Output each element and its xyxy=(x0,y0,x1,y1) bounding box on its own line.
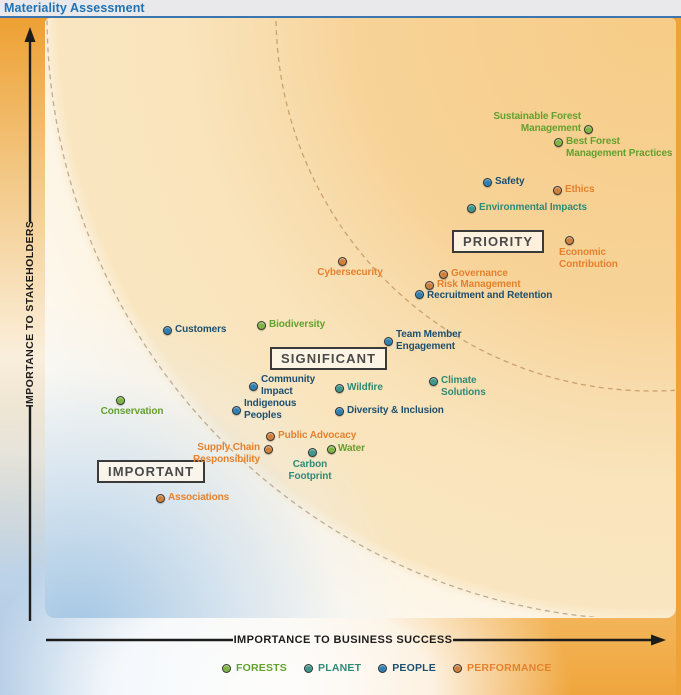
data-point-dot xyxy=(414,289,424,299)
legend-dot-icon xyxy=(378,663,388,673)
data-point-dot xyxy=(482,177,492,187)
data-point-dot xyxy=(248,381,258,391)
data-point-label: Carbon Footprint xyxy=(288,459,332,482)
data-point-dot xyxy=(564,235,574,245)
data-point-label: Diversity & Inclusion xyxy=(347,405,444,416)
y-axis-label: IMPORTANCE TO STAKEHOLDERS xyxy=(24,220,36,408)
data-point-dot xyxy=(424,280,434,290)
data-point-dot xyxy=(337,256,347,266)
legend-label: FORESTS xyxy=(236,662,287,674)
data-point-dot xyxy=(263,444,273,454)
data-point-label: Recruitment and Retention xyxy=(427,290,553,301)
data-point-dot xyxy=(428,376,438,386)
data-point-dot xyxy=(231,405,241,415)
outer-zone-dashed-arc xyxy=(46,19,601,617)
data-point-label: Associations xyxy=(168,492,230,503)
data-point-label: Safety xyxy=(495,176,525,187)
zone-label-important: IMPORTANT xyxy=(97,460,206,483)
data-point-label: Public Advocacy xyxy=(278,430,357,441)
legend-dot-icon xyxy=(304,663,313,673)
data-point-label: Water xyxy=(338,443,365,454)
data-point-label: Best Forest Management Practices xyxy=(566,136,673,159)
data-point-dot xyxy=(307,447,317,457)
data-point-label: Community Impact xyxy=(261,374,316,397)
data-point-label: Biodiversity xyxy=(269,319,326,330)
inner-zone-dashed-arc xyxy=(275,19,675,392)
legend-item-forests: FORESTS xyxy=(222,662,287,674)
legend-dot-icon xyxy=(453,663,462,673)
x-axis-label: IMPORTANCE TO BUSINESS SUCCESS xyxy=(233,634,453,646)
data-point-dot xyxy=(115,395,125,405)
data-point-dot xyxy=(334,383,344,393)
data-point-dot xyxy=(162,325,172,335)
zone-label-priority: PRIORITY xyxy=(452,230,545,253)
legend-label: PLANET xyxy=(318,662,362,674)
y-axis-arrowhead-icon xyxy=(24,27,36,42)
data-point-label: Climate Solutions xyxy=(441,375,486,398)
zone-label-significant: SIGNIFICANT xyxy=(270,347,388,370)
data-point-label: Indigenous Peoples xyxy=(244,398,297,421)
data-point-dot xyxy=(256,320,266,330)
x-axis-arrowhead-icon xyxy=(651,634,666,646)
category-legend: FORESTS PLANET PEOPLE PERFORMANCE xyxy=(222,662,551,674)
data-point-label: Cybersecurity xyxy=(317,267,383,278)
data-point-label: Ethics xyxy=(565,184,595,195)
data-point-label: Economic Contribution xyxy=(559,247,618,270)
legend-item-performance: PERFORMANCE xyxy=(453,662,551,674)
data-point-dot xyxy=(155,493,165,503)
data-point-dot xyxy=(466,203,476,213)
data-point-dot xyxy=(583,124,593,134)
data-point-label: Conservation xyxy=(100,406,164,417)
plot-area xyxy=(45,18,676,618)
data-point-label: Sustainable Forest Management xyxy=(493,111,581,134)
data-point-dot xyxy=(334,406,344,416)
data-point-label: Wildfire xyxy=(347,382,383,393)
data-point-label: Supply Chain Responsibility xyxy=(193,442,260,465)
data-point-dot xyxy=(383,336,393,346)
legend-item-people: PEOPLE xyxy=(378,662,436,674)
data-point-dot xyxy=(265,431,275,441)
data-point-label: Team Member Engagement xyxy=(396,329,462,352)
legend-label: PERFORMANCE xyxy=(467,662,552,674)
legend-label: PEOPLE xyxy=(392,662,436,674)
data-point-dot xyxy=(438,269,448,279)
data-point-label: Risk Management xyxy=(437,279,521,290)
chart-canvas-background xyxy=(0,18,681,695)
data-point-dot xyxy=(553,137,563,147)
data-point-dot xyxy=(552,185,562,195)
data-point-label: Governance xyxy=(451,268,508,279)
page-title: Materiality Assessment xyxy=(4,1,145,15)
data-point-label: Environmental Impacts xyxy=(479,202,587,213)
window-header: Materiality Assessment xyxy=(0,0,681,18)
data-point-dot xyxy=(326,444,336,454)
data-point-label: Customers xyxy=(175,324,227,335)
legend-dot-icon xyxy=(222,663,231,673)
legend-item-planet: PLANET xyxy=(304,662,361,674)
